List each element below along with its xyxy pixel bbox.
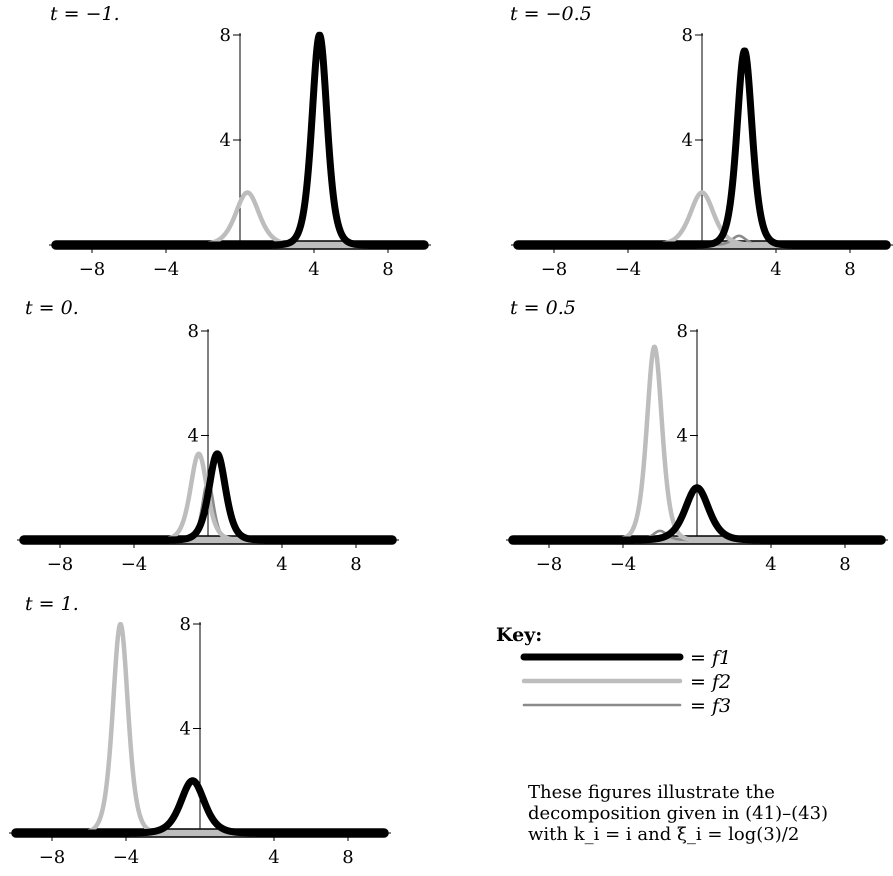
y-tick-label: 8 [677,321,688,342]
caption-line-3: with k_i = i and ξ_i = log(3)/2 [528,824,800,845]
panel-title: t = 1. [25,593,79,615]
x-tick-label: 4 [276,554,287,575]
panel-title: t = −0.5 [510,3,592,25]
legend: Key: = f1= f2= f3 [496,624,731,717]
y-tick-label: 4 [682,130,693,151]
chart-panel-3: t = 0. 4 8 −8 −4 4 8 [17,297,399,575]
legend-label-2: = f2 [690,671,731,693]
x-tick-label: −8 [47,554,74,575]
legend-label-1: = f1 [690,647,731,669]
x-tick-label: 8 [342,847,353,868]
x-tick-label: 4 [765,554,776,575]
x-tick-label: −8 [39,847,66,868]
x-tick-label: −4 [610,554,637,575]
chart-panel-1: t = −1. 4 8 −8 −4 4 8 [49,3,431,280]
y-tick-label: 4 [220,130,231,151]
series-f1-line [508,484,886,544]
x-tick-label: −4 [121,554,148,575]
x-tick-label: −8 [536,554,563,575]
chart-panel-4: t = 0.5 4 8 −8 −4 4 8 [506,297,888,575]
series-f1-line [11,777,389,837]
x-tick-label: −4 [615,259,642,280]
panel-title: t = 0.5 [510,297,576,319]
x-tick-label: 4 [308,259,319,280]
series-f1-line [19,450,397,544]
x-tick-label: −8 [541,259,568,280]
legend-label-3: = f3 [690,695,731,717]
series-f1-line [51,31,429,249]
panel-title: t = −1. [50,3,120,25]
y-tick-label: 8 [220,25,231,46]
x-tick-label: 8 [350,554,361,575]
x-tick-label: 4 [770,259,781,280]
x-tick-label: 4 [268,847,279,868]
x-tick-label: 8 [839,554,850,575]
y-tick-label: 4 [180,719,191,740]
x-tick-label: −4 [153,259,180,280]
x-tick-label: −8 [79,259,106,280]
y-tick-label: 8 [682,25,693,46]
y-tick-label: 4 [677,426,688,447]
panel-title: t = 0. [25,297,79,319]
legend-title: Key: [496,624,542,646]
caption-note: These figures illustrate the decompositi… [528,782,888,845]
y-tick-label: 8 [180,614,191,635]
chart-panel-2: t = −0.5 4 8 −8 −4 4 8 [510,3,893,280]
x-tick-label: 8 [382,259,393,280]
x-tick-label: −4 [113,847,140,868]
x-tick-label: 8 [844,259,855,280]
caption-line-1: These figures illustrate the [528,782,775,803]
series-f1-line [513,47,891,249]
y-tick-label: 4 [188,426,199,447]
caption-line-2: decomposition given in (41)–(43) [528,803,829,824]
y-tick-label: 8 [188,321,199,342]
chart-panel-5: t = 1. 4 8 −8 −4 4 8 [9,593,391,868]
